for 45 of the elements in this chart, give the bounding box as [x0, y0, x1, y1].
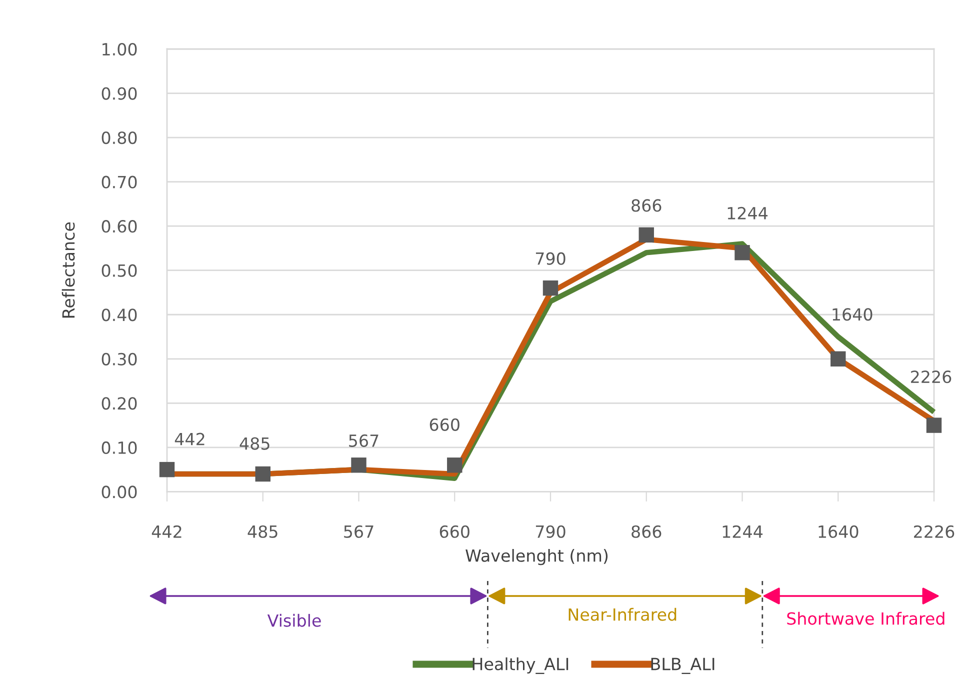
y-axis-title: Reflectance: [62, 222, 75, 318]
annotation: 1640: [832, 308, 872, 321]
y-tick-label: 0.80: [102, 132, 137, 144]
x-tick-label: 1244: [722, 525, 763, 538]
y-tick-label: 0.90: [102, 87, 137, 100]
y-tick-label: 1.00: [102, 42, 137, 56]
annotation: 790: [536, 252, 566, 265]
annotation: 2226: [911, 370, 952, 384]
text: Near-Infrared: [568, 608, 676, 621]
x-tick-label: 485: [248, 525, 278, 538]
point: [830, 351, 846, 366]
x-tick-label: 442: [152, 525, 182, 538]
x-tick-label: 1640: [818, 525, 858, 538]
legend-label: BLB_ALI: [651, 658, 714, 674]
x-tick-label: 2226: [914, 525, 954, 538]
text: Visible: [267, 614, 321, 627]
point: [926, 418, 942, 433]
text: Shortwave Infrared: [787, 612, 944, 625]
point: [542, 280, 558, 296]
point: [638, 227, 654, 243]
x-tick-label: 567: [344, 525, 374, 538]
legend-label: Healthy_ALI: [472, 657, 568, 674]
annotation: 660: [430, 418, 460, 431]
annotation: 485: [240, 437, 270, 450]
x-tick-label: 790: [536, 525, 566, 538]
point: [734, 245, 750, 260]
y-tick-label: 0.50: [102, 264, 137, 277]
point: [447, 458, 462, 473]
y-tick-label: 0.20: [102, 397, 137, 410]
y-tick-label: 0.10: [102, 441, 137, 454]
y-tick-label: 0.30: [102, 352, 137, 366]
point: [255, 466, 270, 482]
point: [351, 458, 366, 473]
x-axis-title: Wavelenght (nm): [466, 549, 608, 566]
x-tick-label: 866: [632, 525, 662, 538]
x-tick-label: 660: [440, 525, 470, 538]
annotation: 1244: [728, 206, 768, 220]
y-tick-label: 0.40: [102, 308, 137, 322]
annotation: 866: [632, 199, 662, 212]
annotation: 442: [174, 432, 204, 446]
y-tick-label: 0.00: [102, 486, 137, 498]
y-tick-label: 0.70: [102, 176, 137, 188]
y-tick-label: 0.60: [102, 220, 137, 233]
point: [159, 462, 175, 478]
annotation: 567: [349, 434, 378, 447]
